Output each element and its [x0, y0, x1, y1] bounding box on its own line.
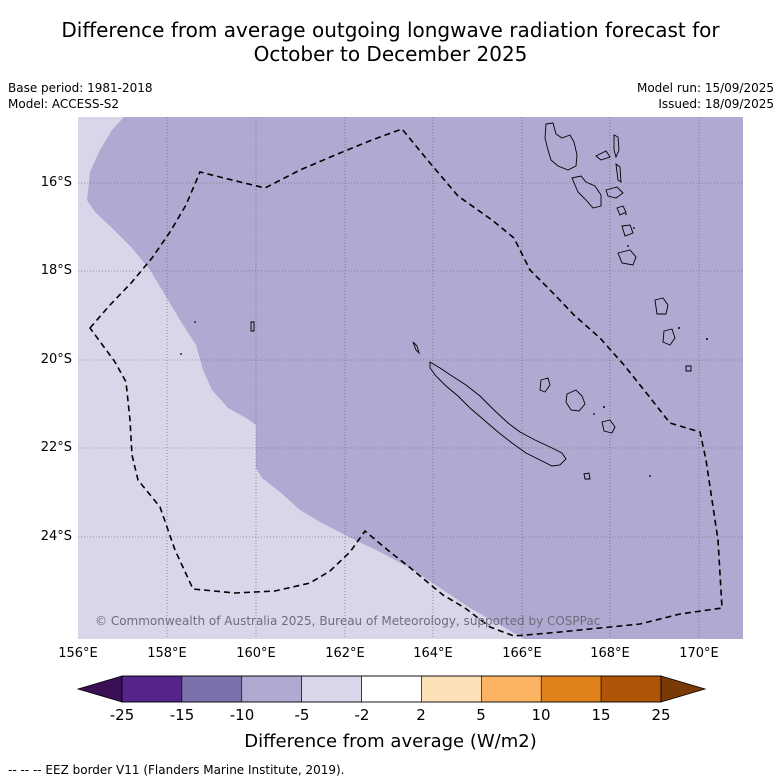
small-islets [180, 213, 708, 477]
graticule [78, 117, 743, 639]
colorbar-tick-10: 10 [531, 706, 551, 724]
colorbar-tick-minus5: -5 [294, 706, 310, 724]
efate-island [621, 224, 634, 237]
colorbar-segment [600, 675, 662, 703]
malakula-island [571, 175, 602, 209]
colorbar-segment [241, 675, 302, 703]
tanna-island [654, 297, 669, 315]
lon-label-170e: 170°E [679, 646, 719, 661]
lat-label-20s: 20°S [40, 352, 72, 367]
colorbar-tick-5: 5 [476, 706, 486, 724]
colorbar-frame [121, 675, 662, 703]
mare-island [601, 419, 616, 434]
colorbar-tick-minus2: -2 [354, 706, 370, 724]
ouvea-island [539, 377, 551, 393]
colorbar-segment [181, 675, 243, 703]
colorbar-segment [361, 675, 422, 703]
lat-label-24s: 24°S [40, 529, 72, 544]
colorbar-segment [421, 675, 482, 703]
colorbar-segment [301, 675, 362, 703]
landmasses [250, 122, 692, 480]
lon-label-164e: 164°E [413, 646, 453, 661]
anomaly-band-minus15-minus10 [87, 117, 743, 639]
title-line-2: October to December 2025 [253, 42, 528, 66]
new-caledonia-island [429, 361, 567, 467]
colorbar-tick-15: 15 [591, 706, 611, 724]
colorbar [76, 675, 707, 703]
issued-text: Issued: 18/09/2025 [658, 97, 774, 111]
lon-label-168e: 168°E [590, 646, 630, 661]
walpole-island [685, 365, 692, 372]
ambrym-island [605, 186, 624, 199]
meta-right: Model run: 15/09/2025 Issued: 18/09/2025 [637, 80, 774, 112]
base-period-text: Base period: 1981-2018 [8, 81, 153, 95]
chart-title: Difference from average outgoing longwav… [0, 18, 781, 66]
eez-border [88, 128, 723, 637]
aneityum-island [662, 328, 676, 346]
belep-islands [412, 341, 420, 355]
lat-label-22s: 22°S [40, 440, 72, 455]
isle-of-pines [583, 472, 591, 480]
espiritu-santo-island [544, 122, 578, 171]
colorbar-tick-minus15: -15 [169, 706, 195, 724]
lon-label-156e: 156°E [58, 646, 98, 661]
model-run-text: Model run: 15/09/2025 [636, 81, 774, 95]
chesterfield-island [250, 321, 255, 332]
erromango-island [617, 249, 637, 266]
epi-island [616, 205, 627, 216]
colorbar-segment [540, 675, 602, 703]
colorbar-extend-low [76, 675, 123, 703]
lon-label-160e: 160°E [236, 646, 276, 661]
colorbar-tick-25: 25 [651, 706, 671, 724]
copyright-notice: © Commonwealth of Australia 2025, Bureau… [95, 614, 601, 628]
lat-label-18s: 18°S [40, 263, 72, 278]
colorbar-title: Difference from average (W/m2) [244, 731, 537, 752]
lon-label-162e: 162°E [325, 646, 365, 661]
colorbar-extend-high [660, 675, 707, 703]
ambae-island [595, 150, 611, 161]
colorbar-segment [481, 675, 542, 703]
title-line-1: Difference from average outgoing longwav… [61, 18, 720, 42]
colorbar-tick-minus25: -25 [109, 706, 135, 724]
pentecost-island [615, 163, 622, 183]
colorbar-segment [121, 675, 183, 703]
eez-legend: -- -- -- EEZ border V11 (Flanders Marine… [8, 763, 345, 777]
lon-label-166e: 166°E [502, 646, 542, 661]
lifou-island [565, 389, 586, 412]
model-text: Model: ACCESS-S2 [8, 97, 120, 111]
maewo-island [613, 134, 620, 159]
colorbar-tick-minus10: -10 [229, 706, 255, 724]
colorbar-tick-2: 2 [416, 706, 426, 724]
meta-left: Base period: 1981-2018 Model: ACCESS-S2 [8, 80, 153, 112]
lat-label-16s: 16°S [40, 175, 72, 190]
lon-label-158e: 158°E [147, 646, 187, 661]
